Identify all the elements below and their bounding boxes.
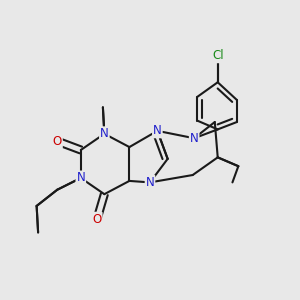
Text: O: O [52, 135, 62, 148]
Text: N: N [146, 176, 154, 189]
Text: N: N [100, 127, 109, 140]
Text: N: N [76, 172, 85, 184]
Text: Cl: Cl [212, 49, 224, 62]
Text: N: N [190, 132, 199, 145]
Text: O: O [92, 213, 102, 226]
Text: N: N [153, 124, 162, 137]
